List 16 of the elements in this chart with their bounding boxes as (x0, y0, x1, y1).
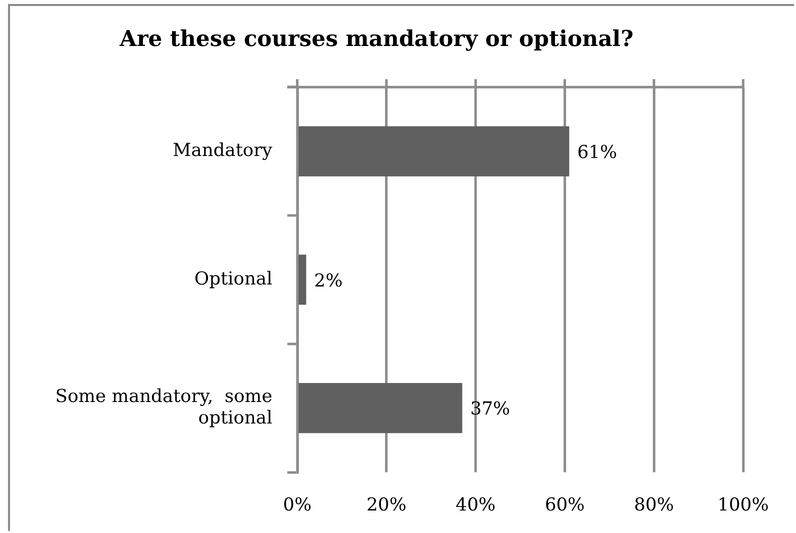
data-label: 2% (314, 270, 343, 292)
x-tick-label: 0% (283, 494, 312, 516)
y-tick-label: Mandatory (172, 140, 274, 161)
data-label: 37% (470, 398, 510, 420)
bar (298, 254, 306, 305)
y-tick-label: Some mandatory, some optional (55, 386, 273, 428)
bar (298, 126, 570, 176)
x-tick-label: 80% (634, 494, 674, 516)
x-tick-label: 100% (717, 494, 769, 516)
x-tick-label: 20% (366, 494, 406, 516)
x-tick-label: 40% (456, 494, 496, 516)
data-label: 61% (577, 142, 618, 163)
y-tick-label: Optional (194, 268, 273, 290)
x-tick-label: 60% (544, 494, 585, 516)
chart-title: Are these courses mandatory or optional? (118, 26, 634, 52)
bar (298, 383, 462, 434)
